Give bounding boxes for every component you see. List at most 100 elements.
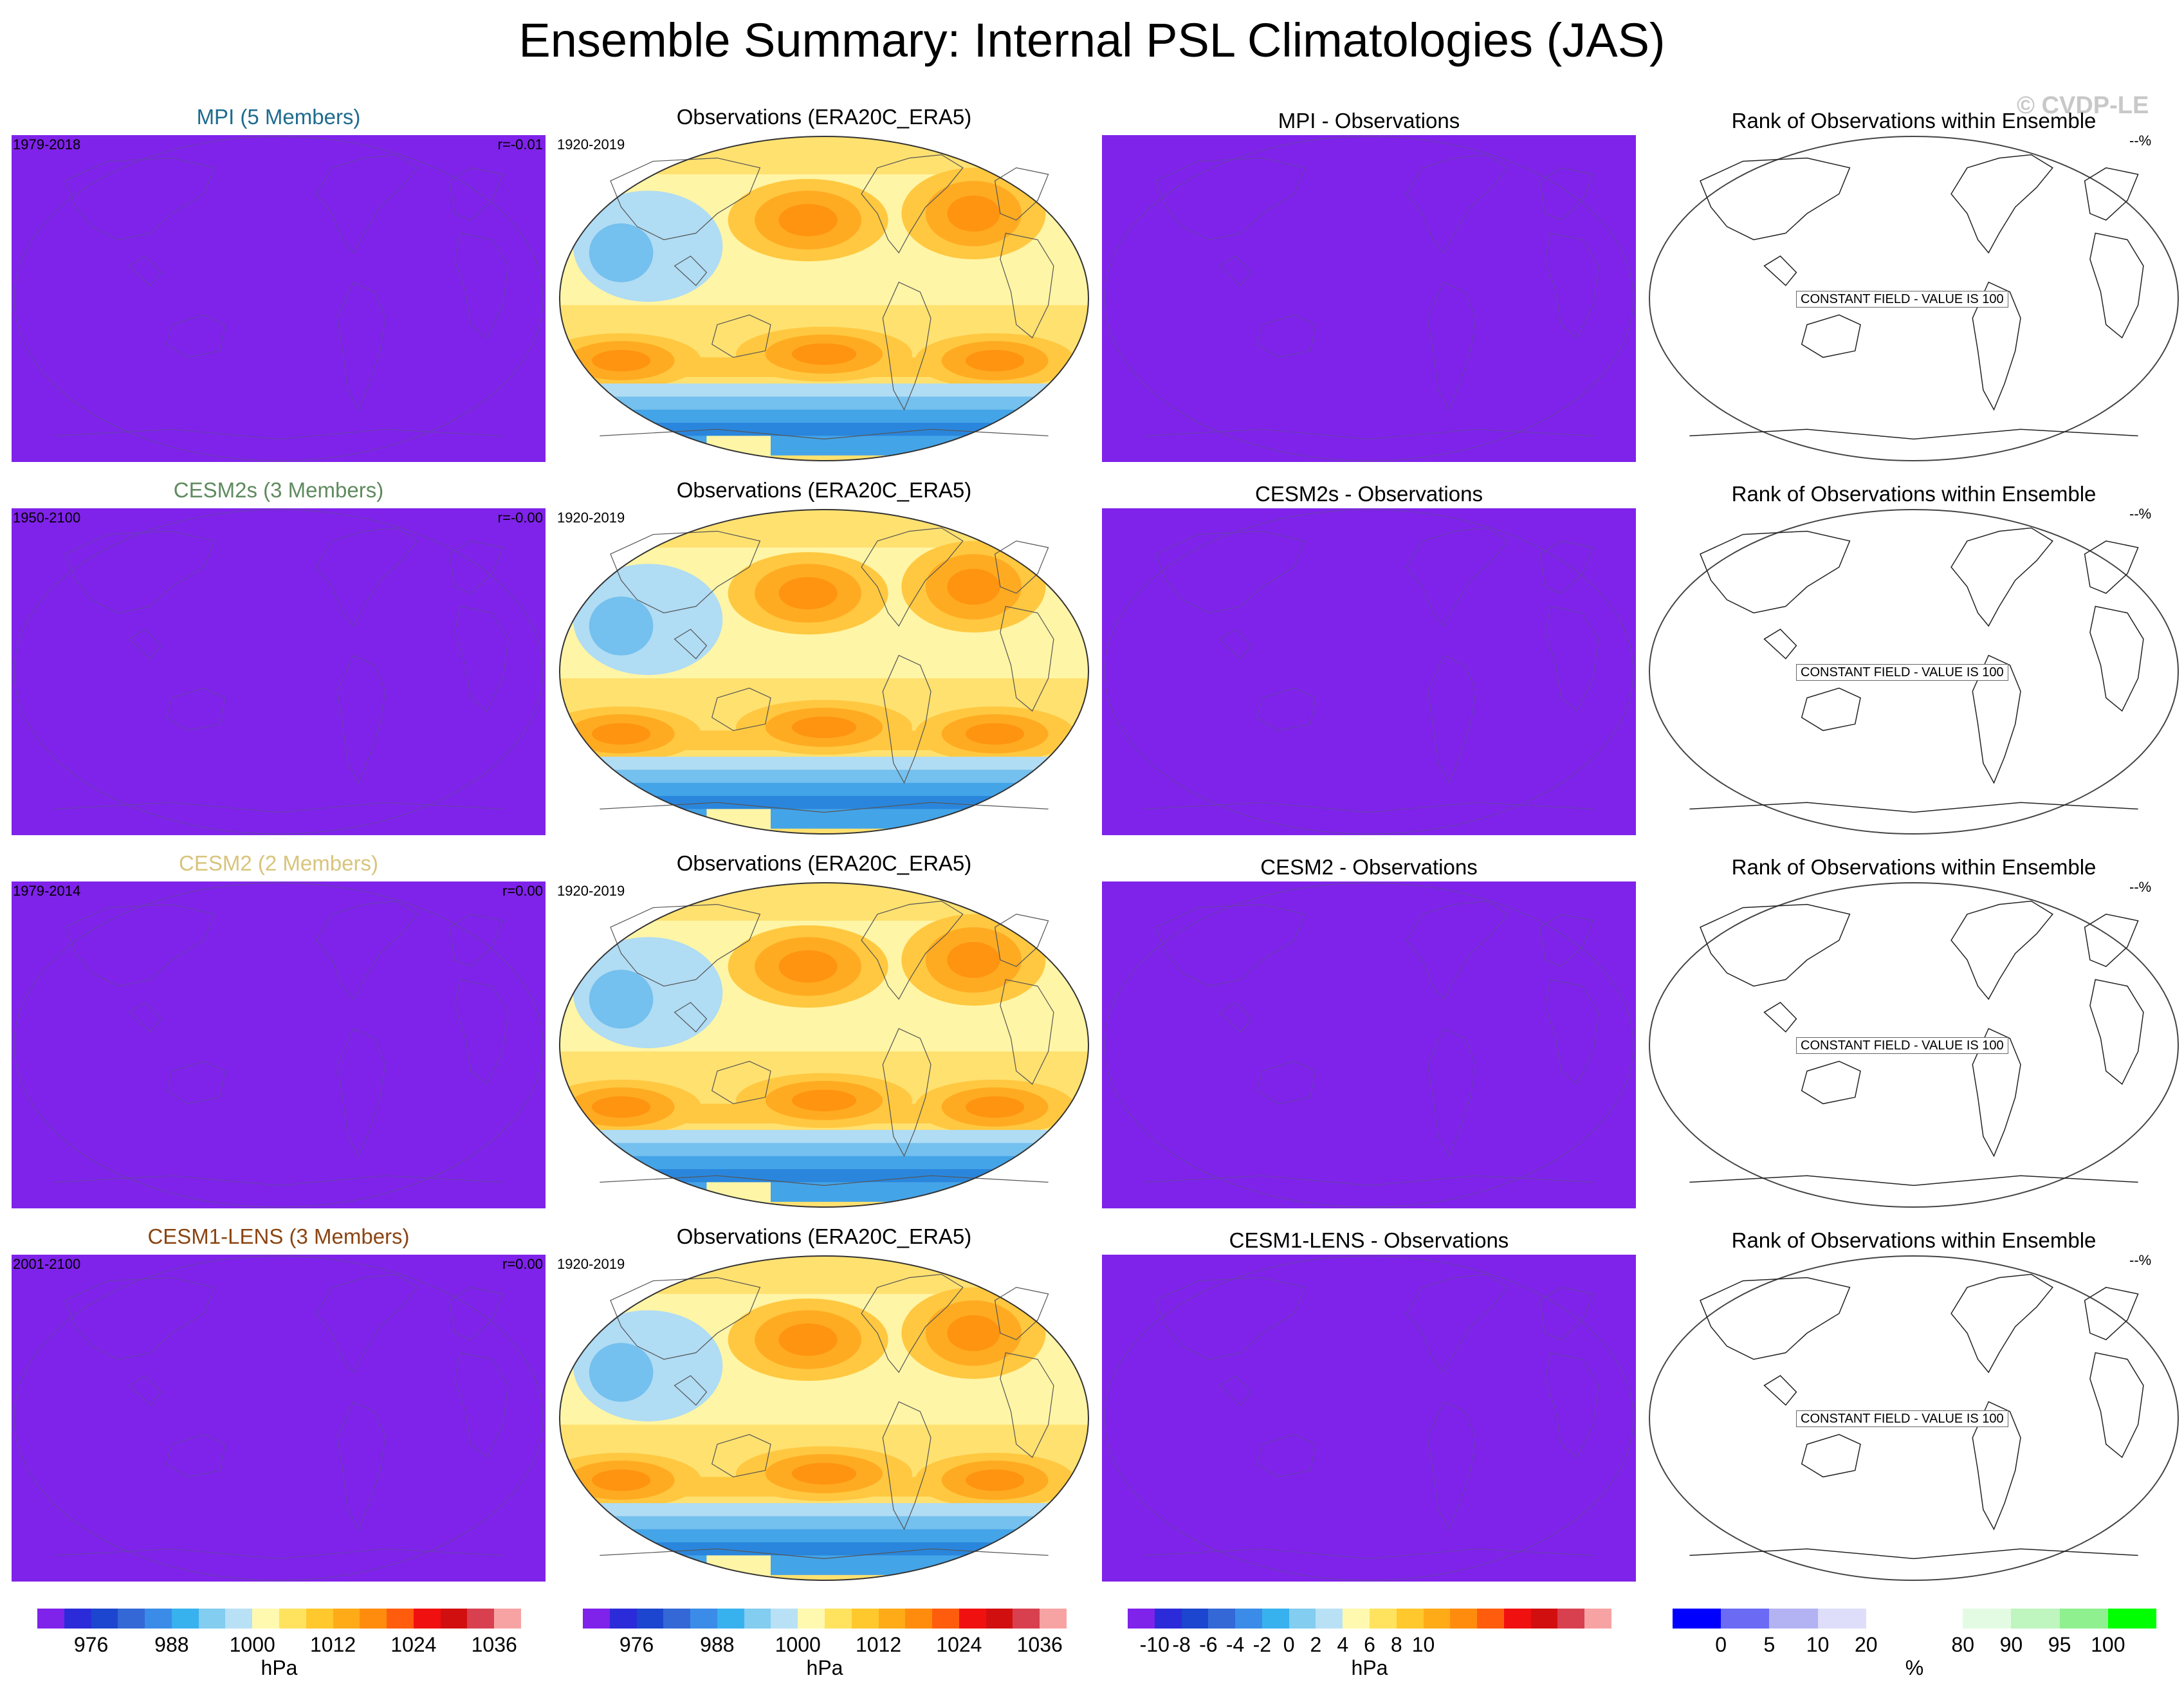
continent-outline [128, 1375, 162, 1406]
continent-outline [315, 1273, 418, 1373]
obs-map [557, 1255, 1091, 1582]
colorbar-swatch [64, 1609, 92, 1629]
continent-outline [315, 527, 418, 627]
colorbar-tick-label: -2 [1253, 1633, 1272, 1656]
colorbar-swatch [467, 1609, 495, 1629]
continent-outline [610, 903, 761, 987]
continent-outline [600, 429, 1049, 440]
colorbar-swatch [198, 1609, 226, 1629]
colorbar-swatch [1423, 1609, 1451, 1629]
rank-percent-label: --% [2129, 1252, 2152, 1268]
pressure-low [589, 970, 654, 1029]
continent-outline [1689, 429, 2138, 440]
colorbar-swatch [171, 1609, 199, 1629]
pressure-high [591, 1096, 651, 1118]
continent-outline [2084, 914, 2139, 967]
colorbar-swatch [1370, 1609, 1397, 1629]
diff-panel-title: CESM1-LENS - Observations [1229, 1228, 1509, 1252]
continent-outline [1218, 629, 1253, 660]
colorbar-swatch [1673, 1609, 1721, 1629]
colorbar-swatch [118, 1609, 145, 1629]
continent-outline [1689, 802, 2138, 813]
pressure-high [965, 349, 1025, 372]
colorbar [1673, 1609, 2157, 1629]
pressure-high [947, 1315, 1000, 1351]
continent-outline [861, 154, 964, 254]
continent-outline [1545, 979, 1599, 1085]
colorbar-swatch [905, 1609, 933, 1629]
continent-outline [1545, 232, 1599, 338]
obs-map [557, 508, 1091, 835]
continent-outline [1155, 530, 1306, 614]
pressure-low [589, 223, 654, 282]
continent-outline [674, 1375, 708, 1406]
colorbar-unit-label: hPa [1351, 1656, 1388, 1679]
ensemble-map-svg [12, 881, 546, 1208]
continent-outline [1801, 1434, 1861, 1478]
ensemble-map [12, 508, 546, 835]
colorbar-swatch [1769, 1609, 1819, 1629]
pressure-high [778, 577, 838, 610]
obs-map-svg [559, 509, 1089, 835]
continent-outline [1427, 281, 1476, 411]
continent-outline [882, 654, 931, 784]
continent-outline [1763, 255, 1797, 286]
continent-outline [448, 1287, 504, 1340]
colorbar-tick-label: 0 [1715, 1633, 1727, 1656]
continent-outline [1539, 1287, 1594, 1340]
colorbar-swatch [986, 1609, 1013, 1629]
continent-outline [994, 914, 1049, 967]
continent-outline [1545, 1352, 1599, 1458]
continent-outline [454, 979, 509, 1085]
pressure-low [589, 596, 654, 656]
continent-outline [711, 314, 771, 358]
continent-outline [448, 914, 504, 967]
continent-outline [600, 1175, 1049, 1186]
continent-outline [54, 429, 503, 440]
obs-years-label: 1920-2019 [557, 510, 625, 526]
colorbar-swatch [609, 1609, 638, 1629]
colorbar-swatch [1181, 1609, 1209, 1629]
continent-outline [128, 255, 162, 286]
colorbar-swatch [37, 1609, 65, 1629]
colorbar-swatch [1235, 1609, 1263, 1629]
colorbar-swatch [1289, 1609, 1316, 1629]
colorbar-tick-label: 1024 [390, 1633, 437, 1656]
colorbar-tick-label: 988 [700, 1633, 735, 1656]
continent-outline [2089, 1352, 2144, 1459]
continent-outline [1000, 979, 1054, 1085]
colorbar-swatch [1013, 1609, 1040, 1629]
ensemble-panel-title: MPI (5 Members) [196, 105, 361, 129]
continent-outline [1763, 1375, 1797, 1406]
map-boundary [14, 1255, 544, 1581]
continent-outline [1539, 914, 1594, 967]
colorbar-unit-label: hPa [806, 1656, 843, 1679]
ensemble-years-label: 2001-2100 [13, 1256, 81, 1272]
field-fill [12, 508, 546, 835]
pressure-high [947, 941, 1000, 978]
colorbar-swatch [1343, 1609, 1370, 1629]
correlation-label: r=0.00 [502, 1256, 543, 1272]
colorbar-swatch [717, 1609, 745, 1629]
pressure-high [778, 203, 838, 237]
colorbar-tick-label: 10 [1806, 1633, 1830, 1656]
diff-map-svg [1102, 881, 1636, 1208]
colorbar-swatch [1477, 1609, 1505, 1629]
colorbar-swatch [306, 1609, 334, 1629]
continent-outline [994, 540, 1049, 594]
continent-outline [994, 1287, 1049, 1340]
map-boundary [559, 136, 1089, 461]
field-fill [1102, 881, 1636, 1208]
continent-outline [64, 903, 216, 987]
colorbar-tick-label: 4 [1337, 1633, 1349, 1656]
continent-outline [336, 281, 386, 411]
colorbar-tick-label: -4 [1225, 1633, 1245, 1656]
obs-map-svg [559, 882, 1089, 1208]
continent-outline [1972, 1028, 2021, 1158]
continent-outline [1144, 429, 1593, 440]
colorbar-swatch [1503, 1609, 1532, 1629]
pressure-high [591, 1469, 651, 1491]
pressure-high [965, 723, 1025, 745]
continent-outline [1000, 232, 1054, 338]
field-fill [12, 1255, 546, 1582]
